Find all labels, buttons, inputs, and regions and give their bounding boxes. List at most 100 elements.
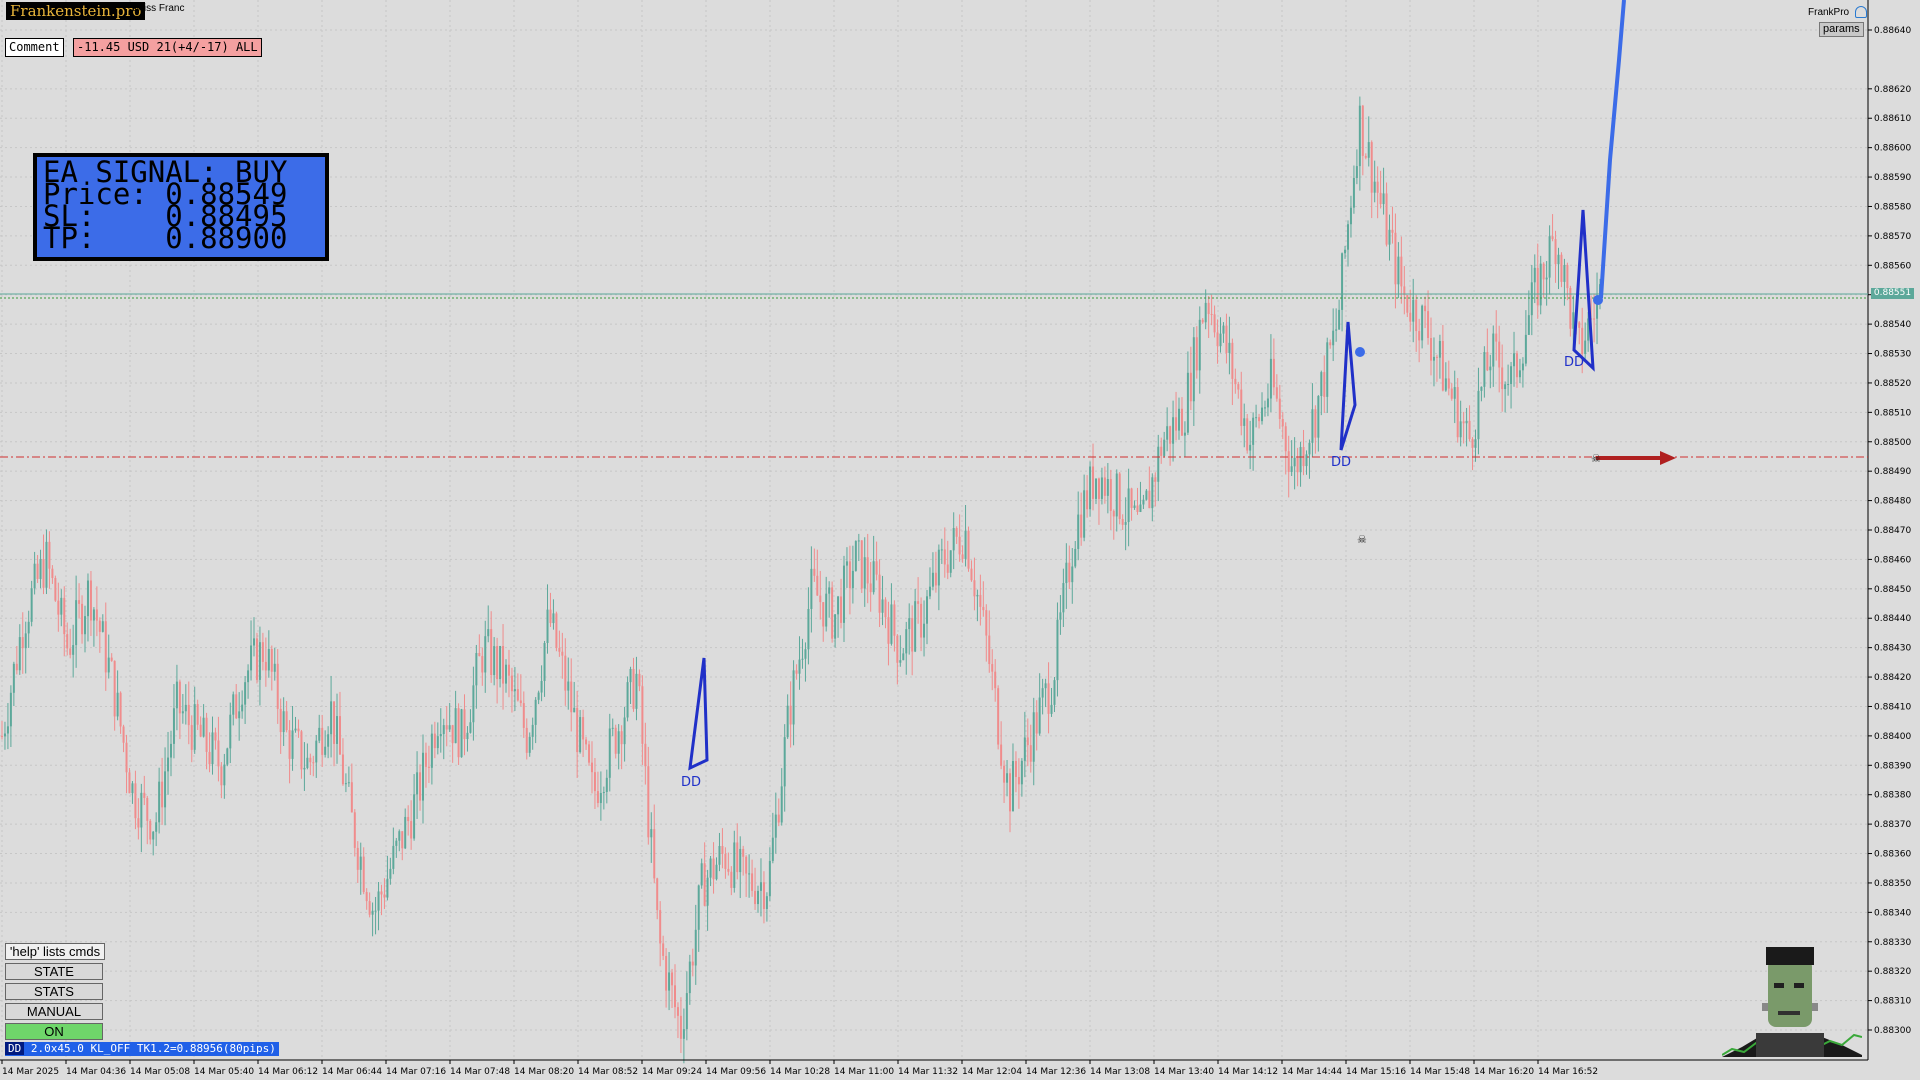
- candle-body: [1092, 466, 1095, 499]
- candle-body: [505, 664, 508, 684]
- candle-body: [949, 550, 952, 573]
- candle-body: [460, 709, 463, 758]
- price-tick-label: 0.88380: [1874, 791, 1911, 801]
- candle-body: [294, 728, 297, 731]
- candle-body: [697, 885, 700, 930]
- candle-body: [673, 985, 676, 1008]
- candle-body: [813, 568, 816, 576]
- candle-body: [1578, 322, 1581, 328]
- candle-body: [863, 557, 866, 589]
- price-tick-label: 0.88480: [1874, 497, 1911, 507]
- candle-body: [66, 634, 69, 649]
- candle-body: [187, 704, 190, 726]
- candle-body: [715, 864, 718, 880]
- candle-body: [433, 733, 436, 749]
- candle-body: [1130, 488, 1133, 508]
- candle-body: [208, 751, 211, 765]
- time-tick-label: 14 Mar 14:44: [1282, 1067, 1342, 1077]
- candle-body: [890, 604, 893, 644]
- candle-body: [1109, 479, 1112, 511]
- candle-body: [365, 892, 368, 902]
- candle-body: [321, 727, 324, 755]
- candle-body: [401, 831, 404, 849]
- candle-body: [1278, 398, 1281, 420]
- candle-body: [801, 658, 804, 660]
- price-tick-label: 0.88360: [1874, 850, 1911, 860]
- candle-body: [940, 549, 943, 551]
- candle-body: [436, 736, 439, 749]
- help-button[interactable]: 'help' lists cmds: [5, 943, 105, 960]
- candle-body: [253, 638, 256, 646]
- candle-body: [51, 568, 54, 579]
- dd-label-3: DD: [1564, 355, 1584, 370]
- current-price-tag: 0.88551: [1871, 288, 1914, 299]
- candle-body: [1011, 761, 1014, 812]
- candle-body: [768, 860, 771, 897]
- candle-body: [1524, 334, 1527, 364]
- candle-body: [1157, 446, 1160, 482]
- hat-icon[interactable]: [1855, 6, 1867, 18]
- candle-body: [531, 724, 534, 737]
- candle-body: [78, 600, 81, 604]
- price-tick-label: 0.88540: [1874, 320, 1911, 330]
- candle-body: [1266, 398, 1269, 408]
- candle-body: [516, 689, 519, 701]
- state-button[interactable]: STATE: [5, 963, 103, 980]
- candle-body: [1424, 305, 1427, 312]
- candle-body: [1569, 288, 1572, 329]
- price-tick-label: 0.88560: [1874, 261, 1911, 271]
- candle-body: [857, 540, 860, 542]
- candle-body: [98, 620, 101, 632]
- candle-body: [828, 587, 831, 594]
- candle-body: [149, 820, 152, 840]
- candle-body: [1148, 490, 1151, 509]
- candle-body: [1216, 332, 1219, 347]
- candle-body: [110, 657, 113, 661]
- time-tick-label: 14 Mar 15:16: [1346, 1067, 1406, 1077]
- candle-body: [635, 673, 638, 709]
- candle-body: [261, 642, 264, 662]
- candle-body: [1255, 417, 1258, 419]
- candle-body: [1198, 319, 1201, 371]
- candle-body: [1593, 318, 1596, 320]
- candle-body: [1341, 253, 1344, 310]
- candle-body: [309, 757, 312, 763]
- candle-body: [1000, 744, 1003, 766]
- on-toggle-button[interactable]: ON: [5, 1023, 103, 1040]
- candle-body: [137, 818, 140, 828]
- candle-body: [994, 671, 997, 689]
- candle-body: [300, 731, 303, 770]
- candle-body: [712, 858, 715, 880]
- candle-body: [493, 646, 496, 676]
- candle-body: [816, 575, 819, 596]
- manual-button[interactable]: MANUAL: [5, 1003, 103, 1020]
- params-button[interactable]: params: [1819, 22, 1864, 37]
- price-tick-label: 0.88400: [1874, 732, 1911, 742]
- candle-body: [585, 739, 588, 745]
- candle-body: [184, 704, 187, 712]
- candle-body: [1332, 330, 1335, 346]
- candle-body: [21, 637, 24, 649]
- stats-button[interactable]: STATS: [5, 983, 103, 1000]
- candle-body: [1498, 341, 1501, 368]
- candle-body: [1563, 265, 1566, 282]
- candle-body: [1074, 548, 1077, 567]
- candle-body: [730, 871, 733, 888]
- price-tick-label: 0.88410: [1874, 702, 1911, 712]
- candle-body: [371, 910, 374, 915]
- trade-arrow-head: [1660, 451, 1676, 465]
- dd-marker-2: [1355, 347, 1365, 357]
- dd-shape-1: [688, 657, 709, 771]
- candle-body: [647, 766, 650, 838]
- ea-signal-panel: EA SIGNAL: BUY Price: 0.88549 SL: 0.8849…: [33, 153, 329, 261]
- candle-body: [917, 601, 920, 604]
- comment-button[interactable]: Comment: [5, 38, 64, 57]
- candle-body: [1415, 299, 1418, 332]
- candle-body: [1551, 236, 1554, 240]
- candle-body: [691, 961, 694, 966]
- candle-body: [985, 610, 988, 636]
- candle-body: [611, 727, 614, 729]
- candle-body: [570, 681, 573, 713]
- candle-body: [822, 602, 825, 627]
- time-tick-label: 14 Mar 06:12: [258, 1067, 318, 1077]
